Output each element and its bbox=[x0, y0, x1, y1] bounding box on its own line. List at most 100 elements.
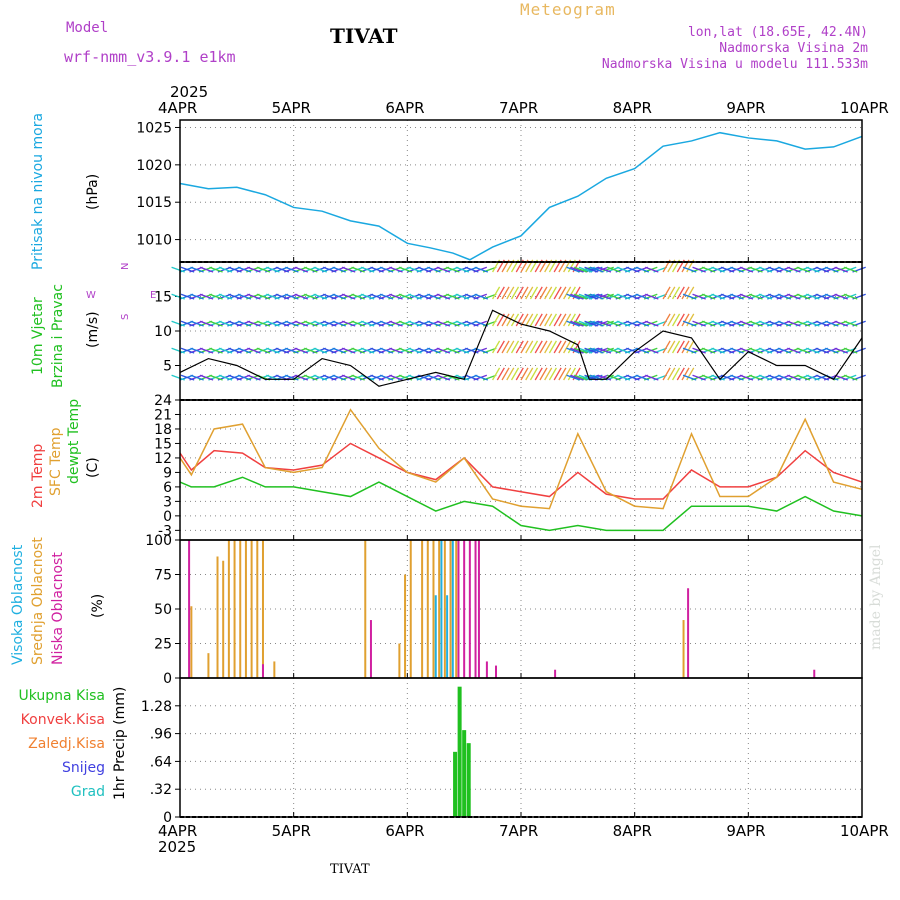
wind-barb bbox=[544, 286, 553, 300]
wind-barb bbox=[464, 266, 479, 273]
wind-barb bbox=[529, 367, 539, 381]
wind-barb bbox=[496, 286, 505, 300]
wind-barb bbox=[171, 347, 185, 354]
wind-barb bbox=[711, 320, 725, 327]
wind-barb bbox=[266, 293, 280, 300]
wind-barb bbox=[389, 347, 403, 354]
wind-barb bbox=[749, 374, 763, 381]
wind-barb bbox=[427, 293, 441, 300]
wind-barb bbox=[796, 266, 811, 273]
bottom-day-label: 10APR bbox=[840, 822, 889, 840]
wind-barb bbox=[228, 320, 242, 327]
compass-w: W bbox=[86, 290, 96, 301]
wind-barb bbox=[237, 320, 252, 327]
wind-barb bbox=[567, 286, 576, 300]
wind-barb bbox=[199, 347, 214, 354]
wind-barb bbox=[711, 266, 725, 273]
y-tick-label: 15 bbox=[154, 436, 172, 452]
wind-barb bbox=[701, 293, 716, 300]
precip-legend-0: Ukupna Kisa bbox=[18, 688, 105, 704]
wind-barb bbox=[247, 347, 261, 354]
wind-barb bbox=[313, 347, 328, 354]
wind-barb bbox=[739, 347, 754, 354]
wind-barb bbox=[584, 347, 598, 354]
wind-barb bbox=[607, 266, 621, 273]
wind-barb bbox=[607, 347, 621, 354]
y-tick-label: 1025 bbox=[136, 120, 172, 136]
wind-barb bbox=[768, 266, 782, 273]
wind-barb bbox=[739, 293, 754, 300]
wind-barb bbox=[720, 266, 735, 273]
wind-barb bbox=[730, 266, 744, 273]
wind-barb bbox=[294, 266, 309, 273]
wind-barb bbox=[209, 266, 223, 273]
wind-barb bbox=[218, 266, 233, 273]
wind-barb bbox=[686, 286, 695, 300]
wind-barb bbox=[720, 293, 735, 300]
cloud-unit: (%) bbox=[90, 594, 106, 618]
wind-barb bbox=[285, 266, 299, 273]
wind-barb bbox=[313, 266, 328, 273]
wind-barb bbox=[544, 313, 553, 327]
wind-barb bbox=[534, 340, 543, 354]
wind-barb bbox=[566, 320, 580, 327]
wind-barb bbox=[635, 374, 650, 381]
y-tick-label: 50 bbox=[154, 602, 172, 618]
wind-barb bbox=[758, 374, 773, 381]
y-tick-label: -3 bbox=[158, 523, 172, 539]
bottom-day-label: 5APR bbox=[271, 822, 311, 840]
wind-barb bbox=[436, 347, 451, 354]
wind-barb bbox=[525, 340, 534, 354]
y-tick-label: 100 bbox=[145, 533, 172, 549]
wind-barb bbox=[427, 266, 441, 273]
precip-bar bbox=[457, 686, 462, 817]
temp-ylabel-2: dewpt Temp bbox=[66, 399, 82, 484]
wind-barb bbox=[313, 374, 328, 381]
wind-barb bbox=[303, 320, 318, 327]
wind-barb bbox=[436, 266, 451, 273]
wind-barb bbox=[573, 347, 588, 354]
precip-bar bbox=[462, 730, 467, 817]
wind-barb bbox=[256, 266, 271, 273]
wind-barb bbox=[322, 266, 337, 273]
wind-barb bbox=[520, 286, 529, 300]
wind-barb bbox=[436, 320, 451, 327]
precip-legend-2: Zaledj.Kisa bbox=[28, 736, 105, 752]
wind-barb bbox=[322, 347, 337, 354]
wind-barb bbox=[247, 293, 261, 300]
y-tick-label: 6 bbox=[163, 480, 172, 496]
y-tick-label: 0 bbox=[163, 810, 172, 826]
wind-barb bbox=[341, 374, 356, 381]
wind-barb bbox=[256, 347, 271, 354]
wind-barb bbox=[701, 374, 716, 381]
wind-barb bbox=[692, 266, 706, 273]
wind-barb bbox=[525, 286, 534, 300]
wind-barb bbox=[529, 313, 539, 327]
wind-barb bbox=[720, 347, 735, 354]
top-day-label: 7APR bbox=[499, 99, 539, 117]
wind-barb bbox=[398, 320, 413, 327]
wind-barb bbox=[676, 286, 685, 300]
wind-barb bbox=[843, 266, 858, 273]
wind-barb bbox=[834, 320, 849, 327]
model-name: wrf-nmm_v3.9.1 e1km bbox=[64, 48, 236, 66]
wind-barb bbox=[417, 293, 432, 300]
wind-barb bbox=[815, 293, 830, 300]
wind-barb bbox=[692, 374, 706, 381]
wind-barb bbox=[692, 293, 706, 300]
wind-barb bbox=[796, 293, 811, 300]
wind-barb bbox=[199, 266, 214, 273]
wind-barb bbox=[590, 293, 604, 300]
wind-barb bbox=[573, 320, 588, 327]
wind-barb bbox=[644, 266, 659, 273]
wind-barb bbox=[190, 293, 204, 300]
wind-barb bbox=[777, 374, 792, 381]
y-tick-label: .96 bbox=[150, 727, 172, 743]
wind-barb bbox=[692, 320, 706, 327]
wind-barb bbox=[711, 347, 725, 354]
wind-barb bbox=[686, 313, 695, 327]
wind-barb bbox=[563, 367, 572, 381]
wind-barb bbox=[815, 320, 830, 327]
wind-barb bbox=[496, 340, 505, 354]
wind-barb bbox=[199, 320, 214, 327]
